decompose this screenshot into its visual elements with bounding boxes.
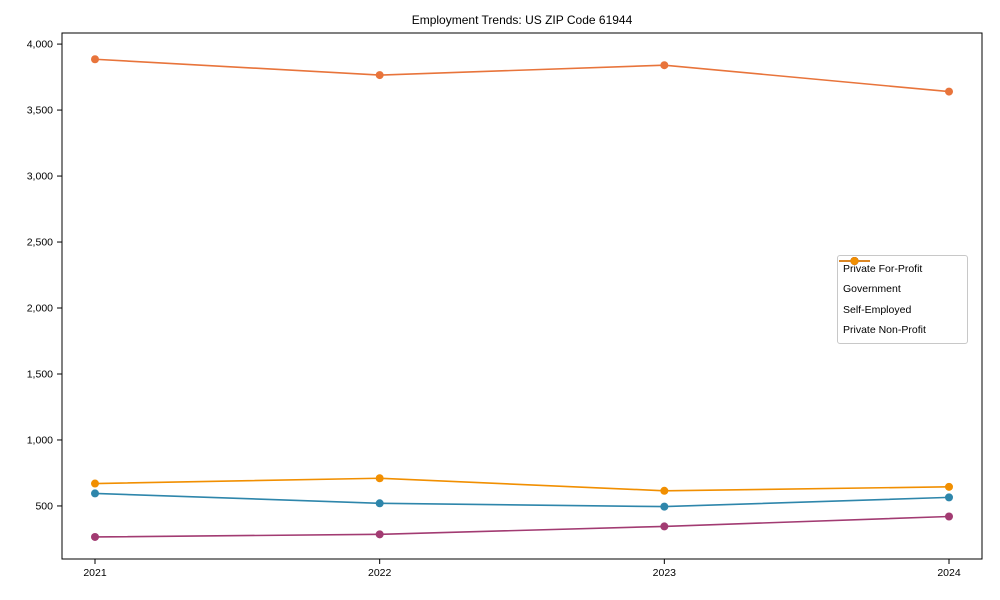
data-point	[375, 530, 384, 539]
series-line-private-non-profit	[94, 477, 950, 492]
data-point	[91, 532, 99, 541]
data-point	[91, 479, 99, 488]
y-tick-label: 4,000	[27, 39, 53, 51]
data-point	[945, 512, 953, 521]
x-tick-label: 2023	[653, 567, 677, 579]
y-tick-label: 3,000	[27, 171, 53, 183]
data-point	[375, 474, 384, 483]
legend-line-marker-icon	[839, 257, 870, 265]
data-point	[660, 486, 669, 495]
legend-label: Private For-Profit	[843, 263, 923, 276]
legend-label: Self-Employed	[843, 303, 912, 316]
y-tick-label: 1,000	[27, 434, 53, 446]
data-point	[945, 493, 953, 502]
y-tick-label: 2,500	[27, 237, 53, 249]
legend-item-government: Government	[839, 257, 967, 299]
series-line-private-for-profit	[94, 58, 950, 93]
series-line-self-employed	[94, 515, 950, 538]
legend-item-self-employed: Self-Employed	[839, 257, 967, 320]
x-tick-label: 2021	[83, 567, 107, 579]
plot-frame	[61, 32, 983, 560]
chart-legend: Private For-Profit Government Self-Employe…	[837, 255, 968, 344]
y-tick-label: 1,500	[27, 368, 53, 380]
data-point	[91, 489, 99, 498]
legend-label: Government	[843, 283, 901, 296]
data-point	[91, 55, 99, 64]
x-tick-label: 2022	[368, 567, 392, 579]
data-point	[375, 499, 384, 508]
data-point	[660, 61, 669, 70]
legend-item-private-non-profit: Private Non-Profit	[839, 257, 967, 340]
legend-label: Private Non-Profit	[843, 323, 926, 336]
y-tick-label: 500	[35, 500, 53, 512]
y-tick-label: 3,500	[27, 105, 53, 117]
x-tick-label: 2024	[937, 567, 961, 579]
y-tick-label: 2,000	[27, 303, 53, 315]
data-point	[660, 522, 669, 531]
chart-title: Employment Trends: US ZIP Code 61944	[411, 13, 633, 27]
data-point	[375, 71, 384, 80]
series-line-government	[94, 492, 950, 508]
data-point	[945, 482, 953, 491]
data-point	[945, 87, 953, 96]
data-point	[660, 502, 669, 511]
